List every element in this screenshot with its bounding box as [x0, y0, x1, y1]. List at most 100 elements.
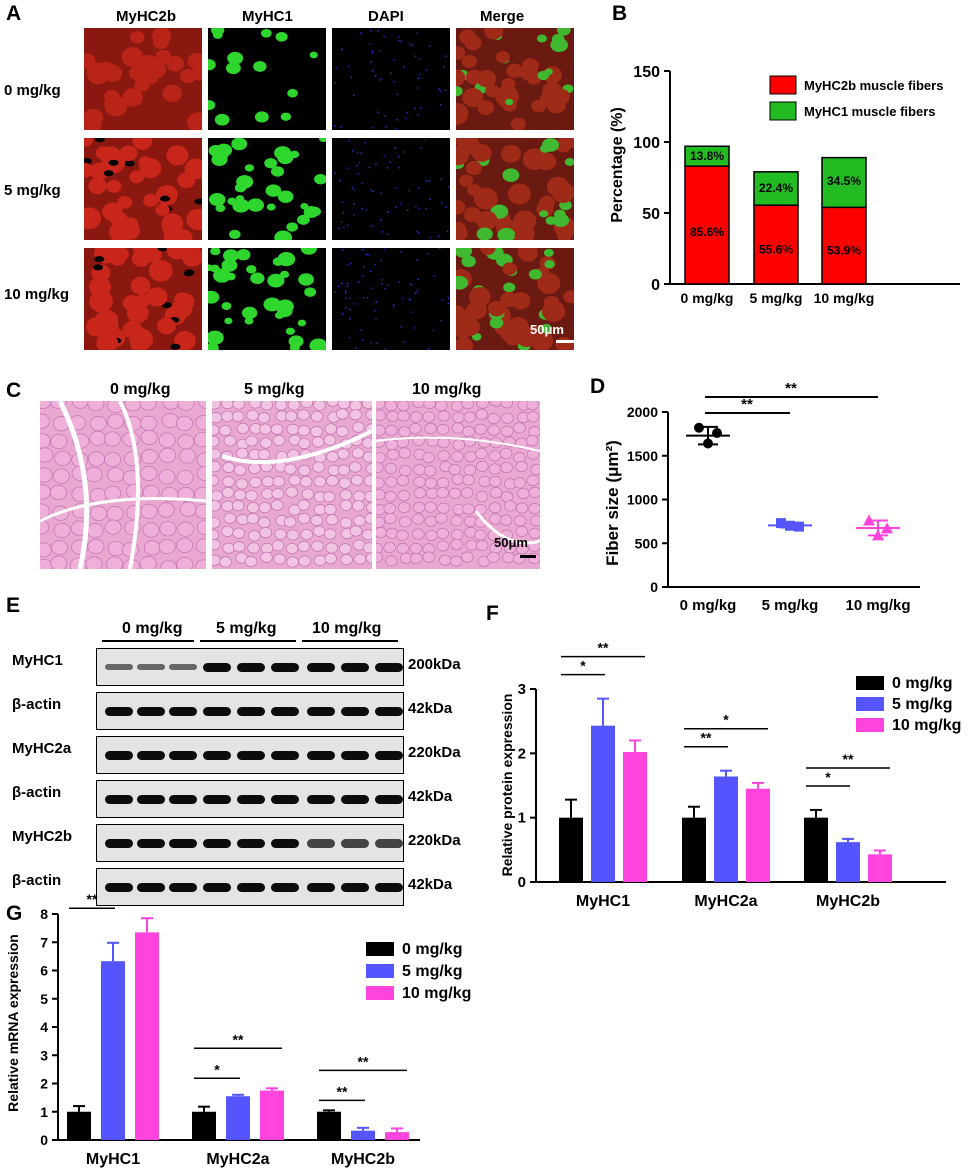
blot-kda-label: 42kDa	[408, 788, 453, 805]
he-fiber	[272, 476, 285, 488]
he-fiber	[322, 491, 336, 503]
nucleus-dot	[386, 233, 389, 236]
panel-c: 0 mg/kg 5 mg/kg 10 mg/kg 50μm	[0, 375, 560, 575]
f-bar	[746, 788, 770, 882]
he-fiber	[311, 436, 325, 448]
he-fiber	[158, 539, 176, 555]
nucleus-dot	[357, 172, 360, 175]
f-legend-label: 5 mg/kg	[892, 696, 952, 713]
g-ytick-label: 2	[40, 1076, 48, 1092]
he-fiber	[464, 451, 477, 463]
g-sig-mark: **	[358, 1053, 369, 1069]
he-fiber	[257, 448, 271, 461]
nucleus-dot	[341, 249, 344, 252]
he-fiber	[397, 401, 410, 412]
fiber-gap	[170, 343, 181, 350]
nucleus-dot	[371, 69, 374, 72]
f-xtick-label: MyHC2b	[816, 893, 880, 910]
fiber-green	[209, 192, 226, 207]
he-fiber	[462, 503, 475, 515]
g-sig-mark: **	[337, 1083, 348, 1099]
panel-label-a: A	[6, 2, 22, 25]
he-fiber	[271, 499, 284, 511]
merge-green	[456, 275, 468, 290]
blot-band	[169, 838, 197, 848]
g-legend-swatch	[366, 986, 394, 1000]
nucleus-dot	[369, 270, 372, 273]
nucleus-dot	[375, 318, 377, 320]
he-fiber	[54, 450, 72, 466]
he-fiber	[246, 409, 259, 421]
nucleus-dot	[373, 309, 376, 312]
if-texture	[456, 28, 574, 130]
he-gap	[376, 436, 540, 452]
nucleus-dot	[361, 182, 363, 185]
he-texture	[212, 401, 372, 568]
nucleus-dot	[348, 336, 351, 339]
he-fiber	[376, 436, 386, 448]
he-fiber	[361, 529, 372, 541]
he-fiber	[386, 449, 400, 461]
nucleus-dot	[374, 263, 376, 266]
he-fiber	[106, 506, 124, 522]
nucleus-dot	[338, 227, 340, 230]
he-fiber	[274, 401, 288, 411]
he-fiber	[177, 401, 195, 411]
merge-red	[477, 100, 494, 115]
f-legend: 0 mg/kg 5 mg/kg 10 mg/kg	[856, 675, 961, 734]
he-fiber	[244, 555, 258, 567]
he-fiber	[436, 527, 449, 540]
he-fiber	[376, 489, 386, 501]
fiber-green	[298, 273, 314, 286]
he-fiber	[324, 503, 337, 515]
d-point-square	[785, 520, 795, 531]
he-fiber	[412, 401, 425, 409]
nucleus-dot	[375, 301, 378, 303]
he-fiber	[85, 467, 103, 483]
merge-green	[505, 98, 514, 106]
he-fiber	[435, 401, 448, 412]
if-image-r0-c2	[332, 28, 450, 130]
b-legend-myhc1: MyHC1 muscle fibers	[804, 104, 936, 119]
nucleus-dot	[399, 202, 402, 205]
blot-membrane	[96, 692, 404, 730]
g-legend-swatch	[366, 964, 394, 978]
he-fiber	[40, 542, 52, 558]
he-fiber	[142, 522, 160, 538]
merge-red	[511, 292, 531, 310]
nucleus-dot	[362, 249, 364, 251]
b-data-label: 53.9%	[827, 243, 861, 257]
he-fiber	[324, 553, 337, 565]
he-fiber	[385, 527, 399, 539]
he-fiber	[376, 477, 385, 489]
nucleus-dot	[429, 45, 431, 48]
he-fiber	[177, 434, 195, 450]
he-fiber	[325, 514, 339, 526]
merge-green	[503, 282, 516, 293]
he-fiber	[376, 401, 386, 410]
he-fiber	[85, 556, 103, 569]
nucleus-dot	[413, 326, 416, 329]
nucleus-dot	[377, 111, 379, 114]
he-fiber	[219, 424, 232, 436]
he-fiber	[474, 423, 487, 435]
merge-green	[540, 323, 552, 334]
he-fiber	[412, 528, 425, 540]
he-fiber	[376, 409, 387, 421]
he-fiber	[40, 447, 54, 463]
fiber-red	[95, 146, 112, 160]
he-fiber	[107, 467, 124, 483]
f-bar	[682, 817, 706, 882]
merge-red	[462, 87, 484, 108]
he-fiber	[88, 451, 105, 467]
blot-band	[137, 664, 165, 670]
fiber-red	[94, 309, 119, 332]
nucleus-dot	[439, 90, 442, 93]
he-fiber	[140, 415, 158, 431]
nucleus-dot	[377, 30, 379, 33]
merge-red	[541, 300, 566, 322]
if-texture	[334, 248, 450, 350]
he-fiber	[461, 551, 474, 563]
he-fiber	[530, 463, 540, 475]
nucleus-dot	[437, 235, 440, 238]
